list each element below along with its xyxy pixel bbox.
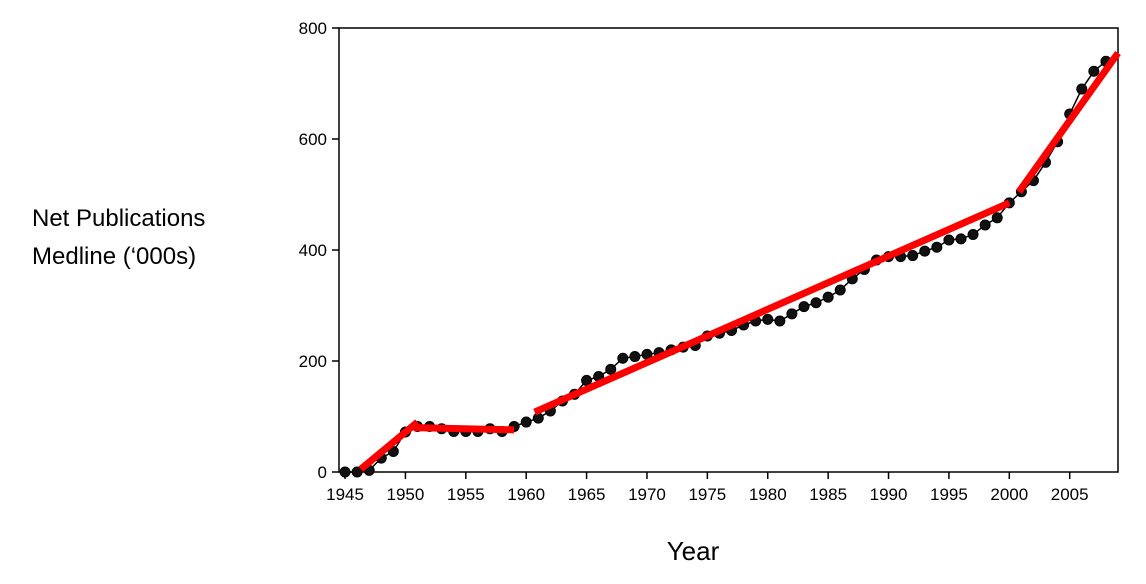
x-tick-label: 1980	[749, 485, 787, 504]
data-point	[605, 363, 617, 375]
data-point	[931, 241, 943, 253]
y-tick-label: 800	[299, 19, 327, 38]
x-tick-label: 1960	[507, 485, 545, 504]
y-tick-label: 600	[299, 130, 327, 149]
data-point	[919, 245, 931, 257]
data-point	[339, 466, 351, 478]
x-tick-label: 1995	[930, 485, 968, 504]
x-tick-label: 1985	[809, 485, 847, 504]
x-tick-label: 1970	[628, 485, 666, 504]
data-point	[822, 291, 834, 303]
data-point	[786, 308, 798, 320]
data-point	[532, 412, 544, 424]
y-tick-label: 200	[299, 352, 327, 371]
x-tick-label: 1965	[568, 485, 606, 504]
series-line	[345, 60, 1107, 473]
data-point	[943, 234, 955, 246]
data-point	[967, 228, 979, 240]
trend-segment	[1016, 50, 1121, 194]
data-point	[955, 233, 967, 245]
plot-frame	[338, 27, 1119, 473]
y-axis-label-line-1: Net Publications	[32, 205, 205, 232]
data-point	[991, 212, 1003, 224]
data-point	[774, 315, 786, 327]
data-point	[762, 313, 774, 325]
x-tick-label: 2005	[1051, 485, 1089, 504]
x-tick-label: 1990	[870, 485, 908, 504]
data-point	[351, 466, 363, 478]
x-tick-label: 2000	[990, 485, 1028, 504]
data-point	[907, 250, 919, 262]
data-point	[1076, 83, 1088, 95]
trend-segment	[413, 424, 515, 434]
y-axis-label-line-2: Medline (‘000s)	[32, 243, 196, 270]
x-tick-label: 1950	[387, 485, 425, 504]
data-point	[810, 297, 822, 309]
trend-lines	[358, 50, 1121, 472]
data-point	[979, 219, 991, 231]
x-tick-label: 1945	[326, 485, 364, 504]
trend-segment	[533, 199, 1011, 416]
trend-segment	[358, 419, 420, 472]
data-series	[339, 55, 1112, 478]
data-point	[617, 352, 629, 364]
x-tick-label: 1975	[688, 485, 726, 504]
data-point	[629, 351, 641, 363]
data-point	[798, 301, 810, 313]
x-axis-label: Year	[667, 536, 720, 566]
y-tick-label: 400	[299, 241, 327, 260]
x-tick-label: 1955	[447, 485, 485, 504]
x-axis: 1945 1950 1955 1960 1965 1970 1975 1980 1985 1990…	[326, 472, 1089, 504]
data-point	[1088, 65, 1100, 77]
y-tick-label: 0	[318, 463, 327, 482]
data-point	[834, 284, 846, 296]
y-axis: 0 200 400 600 800	[299, 19, 339, 482]
data-point	[520, 416, 532, 428]
